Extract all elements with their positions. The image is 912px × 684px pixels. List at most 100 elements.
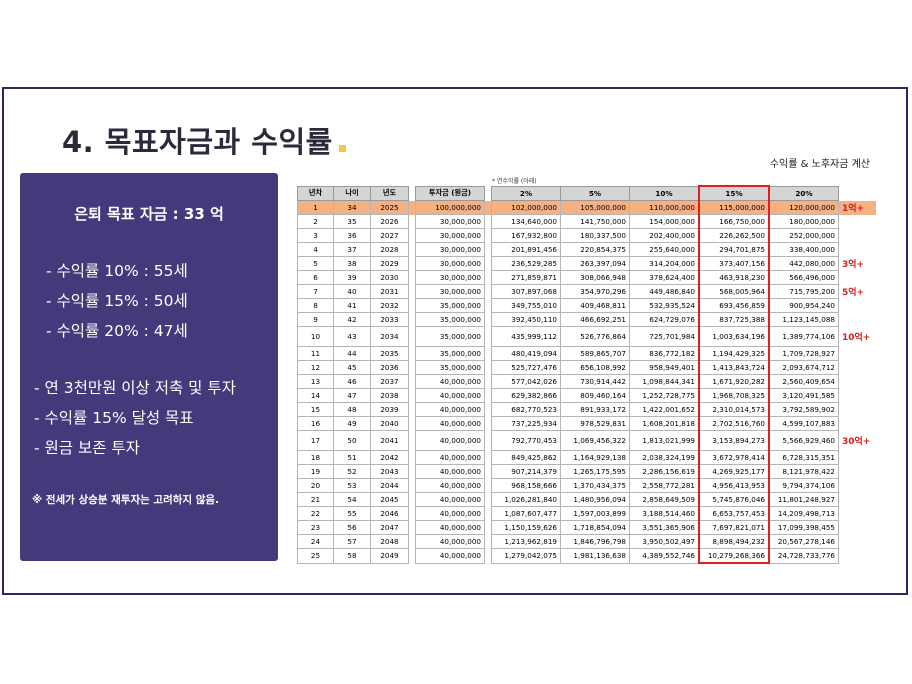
cell-rate-2: 792,770,453 [491, 430, 561, 451]
cell-age: 42 [333, 312, 371, 327]
milestone-marker [838, 312, 876, 327]
cell-rate-2: 577,042,026 [491, 374, 561, 389]
cell-rate-15: 226,262,500 [698, 228, 770, 243]
milestone-marker: 30억+ [838, 430, 876, 451]
milestone-marker [838, 402, 876, 417]
cell-age: 50 [333, 430, 371, 451]
cell-rate-10: 3,950,502,497 [629, 534, 700, 549]
cell-year: 2044 [370, 478, 409, 493]
cell-rate-20: 11,801,248,927 [768, 492, 839, 507]
cell-rate-2: 307,897,068 [491, 284, 561, 299]
cell-rate-15: 6,653,757,453 [698, 506, 770, 521]
table-gap [484, 492, 492, 507]
cell-rate-5: 409,468,811 [560, 298, 630, 313]
cell-rate-2: 1,279,042,075 [491, 548, 561, 564]
savings-table: 년차 나이 년도 투자금 (원금) 2% 5% 10% 15% 20% 1 34 2… [297, 185, 876, 564]
cell-year-no: 3 [297, 228, 334, 243]
cell-principal: 30,000,000 [415, 284, 485, 299]
cell-principal: 40,000,000 [415, 374, 485, 389]
cell-principal: 40,000,000 [415, 534, 485, 549]
return-item: - 수익률 10% : 55세 [46, 262, 188, 280]
cell-rate-15: 5,745,876,046 [698, 492, 770, 507]
cell-rate-15: 2,310,014,573 [698, 402, 770, 417]
table-gap [408, 548, 416, 563]
cell-year-no: 12 [297, 360, 334, 375]
return-item: - 수익률 15% : 50세 [46, 292, 188, 310]
cell-rate-2: 907,214,379 [491, 464, 561, 479]
cell-rate-10: 2,858,649,509 [629, 492, 700, 507]
cell-principal: 40,000,000 [415, 492, 485, 507]
cell-year: 2027 [370, 228, 409, 243]
cell-rate-20: 3,792,589,902 [768, 402, 839, 417]
table-gap [484, 312, 492, 327]
cell-rate-20: 1,123,145,088 [768, 312, 839, 327]
cell-year-no: 22 [297, 506, 334, 521]
cell-age: 52 [333, 464, 371, 479]
cell-rate-20: 1,709,728,927 [768, 346, 839, 361]
table-gap [408, 534, 416, 549]
cell-year-no: 24 [297, 534, 334, 549]
cell-rate-10: 1,252,728,775 [629, 388, 700, 403]
table-gap [408, 492, 416, 507]
header-rate-5: 5% [560, 185, 630, 201]
cell-principal: 40,000,000 [415, 520, 485, 535]
cell-rate-5: 809,460,164 [560, 388, 630, 403]
milestone-marker [838, 298, 876, 313]
cell-rate-20: 900,954,240 [768, 298, 839, 313]
cell-rate-20: 3,120,491,585 [768, 388, 839, 403]
table-row: 11 44 2035 35,000,000 480,419,094 589,865,707… [297, 346, 876, 361]
milestone-marker [838, 388, 876, 403]
table-row: 9 42 2033 35,000,000 392,450,110 466,692,251 6… [297, 312, 876, 327]
cell-rate-10: 449,486,840 [629, 284, 700, 299]
cell-year-no: 20 [297, 478, 334, 493]
cell-year: 2045 [370, 492, 409, 507]
cell-year-no: 9 [297, 312, 334, 327]
header-age: 나이 [333, 185, 371, 201]
table-row: 5 38 2029 30,000,000 236,529,285 263,397,094 3… [297, 256, 876, 271]
cell-rate-20: 8,121,978,422 [768, 464, 839, 479]
cell-principal: 40,000,000 [415, 430, 485, 451]
cell-rate-5: 105,000,000 [560, 200, 630, 215]
cell-rate-10: 110,000,000 [629, 200, 700, 215]
table-gap [408, 464, 416, 479]
cell-rate-10: 2,038,324,199 [629, 450, 700, 465]
cell-rate-15: 115,000,000 [698, 200, 770, 215]
cell-rate-5: 589,865,707 [560, 346, 630, 361]
cell-age: 44 [333, 346, 371, 361]
return-item: - 수익률 20% : 47세 [46, 322, 188, 340]
cell-rate-10: 1,813,021,999 [629, 430, 700, 451]
table-row: 1 34 2025 100,000,000 102,000,000 105,000,000… [297, 200, 876, 215]
milestone-marker: 10억+ [838, 326, 876, 347]
table-gap [484, 506, 492, 521]
header-rate-20: 20% [768, 185, 839, 201]
table-gap [484, 478, 492, 493]
cell-rate-2: 201,891,456 [491, 242, 561, 257]
table-gap [484, 388, 492, 403]
cell-rate-20: 442,080,000 [768, 256, 839, 271]
cell-age: 38 [333, 256, 371, 271]
cell-rate-20: 6,728,315,351 [768, 450, 839, 465]
table-row: 24 57 2048 40,000,000 1,213,962,819 1,846,796… [297, 534, 876, 549]
cell-age: 39 [333, 270, 371, 285]
cell-rate-20: 180,000,000 [768, 214, 839, 229]
cell-rate-15: 2,702,516,760 [698, 416, 770, 431]
cell-rate-20: 338,400,000 [768, 242, 839, 257]
cell-rate-20: 566,496,000 [768, 270, 839, 285]
cell-year: 2049 [370, 548, 409, 564]
cell-year: 2040 [370, 416, 409, 431]
table-gap [408, 520, 416, 535]
milestone-marker: 1억+ [838, 200, 876, 215]
milestone-marker [838, 416, 876, 431]
cell-rate-10: 3,188,514,460 [629, 506, 700, 521]
summary-panel: 은퇴 목표 자금 : 33 억 - 수익률 10% : 55세 - 수익률 15… [20, 173, 278, 561]
cell-rate-15: 1,194,429,325 [698, 346, 770, 361]
cell-principal: 40,000,000 [415, 464, 485, 479]
cell-rate-10: 2,558,772,281 [629, 478, 700, 493]
panel-note: ※ 전세가 상승분 재투자는 고려하지 않음. [32, 494, 220, 506]
cell-rate-2: 1,150,159,626 [491, 520, 561, 535]
table-row: 23 56 2047 40,000,000 1,150,159,626 1,718,854… [297, 520, 876, 535]
table-header-row: 년차 나이 년도 투자금 (원금) 2% 5% 10% 15% 20% [297, 185, 876, 201]
cell-rate-15: 568,005,964 [698, 284, 770, 299]
table-gap [408, 228, 416, 243]
cell-rate-5: 466,692,251 [560, 312, 630, 327]
